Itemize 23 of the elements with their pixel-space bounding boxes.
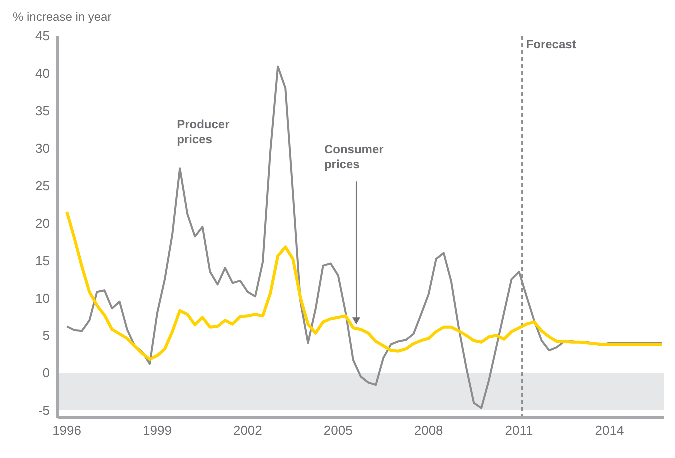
x-tick-label: 2011 bbox=[505, 423, 534, 438]
x-tick-label: 1999 bbox=[143, 423, 172, 438]
annotation: Consumer prices bbox=[324, 142, 384, 172]
line-series bbox=[66, 210, 664, 362]
x-tick-label: 2014 bbox=[595, 423, 624, 438]
annotation: Producer prices bbox=[177, 118, 230, 147]
x-tick-label: 2008 bbox=[414, 423, 444, 438]
y-tick-label: 40 bbox=[36, 66, 50, 82]
y-tick-label: 10 bbox=[36, 290, 50, 306]
y-tick-label: 25 bbox=[36, 178, 50, 194]
y-tick-label: 15 bbox=[36, 253, 50, 268]
y-tick-label: 0 bbox=[42, 366, 50, 381]
x-tick-label: 1996 bbox=[52, 423, 82, 438]
x-tick-label: 2002 bbox=[233, 423, 262, 438]
y-tick-label: -5 bbox=[38, 403, 50, 418]
y-tick-label: 35 bbox=[36, 104, 50, 119]
y-tick-label: 20 bbox=[36, 216, 50, 231]
y-tick-label: 30 bbox=[36, 140, 50, 156]
y-tick-label: 5 bbox=[42, 328, 50, 344]
ref-line-label: Forecast bbox=[526, 38, 576, 52]
y-axis-title: % increase in year bbox=[13, 10, 112, 24]
x-tick-label: 2005 bbox=[324, 423, 353, 438]
y-tick-label: 45 bbox=[36, 28, 50, 44]
